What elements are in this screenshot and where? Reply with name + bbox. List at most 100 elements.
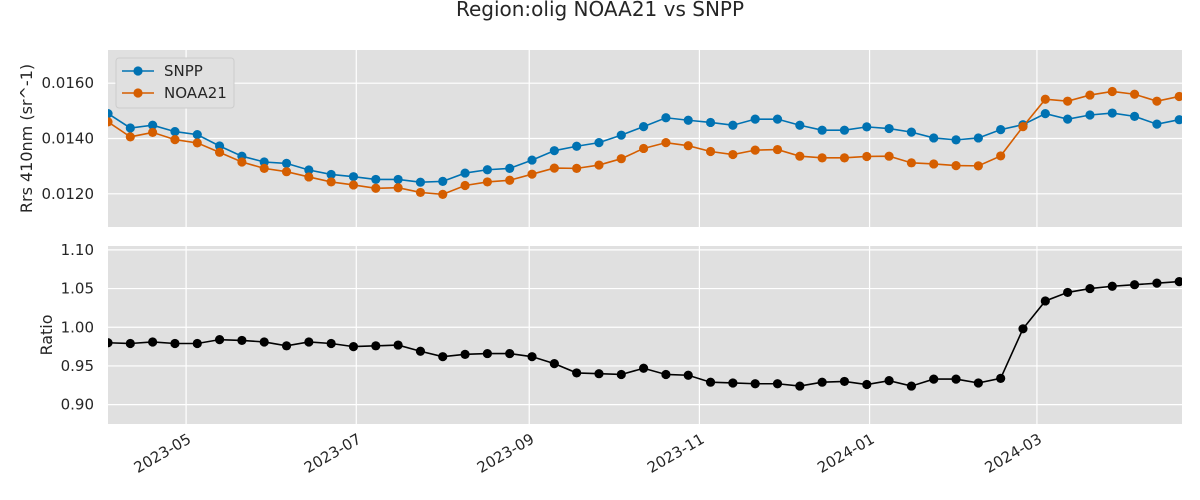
data-point-noaa21	[237, 157, 247, 167]
data-point-snpp	[1129, 111, 1140, 121]
data-point-noaa21	[326, 177, 336, 187]
data-point-snpp	[460, 168, 470, 178]
data-point-noaa21	[393, 183, 403, 193]
data-point-snpp	[259, 157, 269, 167]
data-point-ratio	[1174, 277, 1182, 287]
legend-label-snpp: SNPP	[164, 62, 203, 80]
data-point-noaa21	[683, 141, 693, 151]
data-point-noaa21	[549, 163, 559, 173]
data-point-noaa21	[259, 163, 269, 173]
data-point-noaa21	[862, 151, 872, 162]
data-point-ratio	[906, 381, 917, 391]
data-point-noaa21	[661, 138, 671, 148]
data-point-ratio	[438, 352, 448, 362]
data-point-ratio	[125, 338, 135, 349]
data-point-noaa21	[1107, 86, 1117, 97]
data-point-ratio	[996, 373, 1006, 383]
data-point-ratio	[683, 370, 693, 380]
data-point-snpp	[639, 122, 649, 132]
data-point-snpp	[192, 130, 202, 140]
x-tick-label: 2024-01	[814, 430, 877, 477]
bottom-panel-grid	[108, 246, 1182, 424]
legend-label-noaa21: NOAA21	[164, 84, 227, 102]
data-point-ratio	[281, 341, 292, 351]
data-point-ratio	[415, 346, 426, 356]
data-point-noaa21	[728, 149, 738, 160]
data-point-noaa21	[750, 145, 760, 155]
y-tick-label: 1.05	[61, 280, 94, 298]
bottom-panel-background	[108, 246, 1182, 424]
data-point-ratio	[929, 374, 939, 384]
data-point-ratio	[170, 338, 180, 349]
data-point-noaa21	[1063, 96, 1073, 106]
x-tick-label: 2023-11	[644, 430, 707, 477]
data-point-noaa21	[214, 147, 225, 157]
data-point-snpp	[438, 176, 448, 186]
x-tick-label: 2023-09	[474, 430, 537, 477]
y-tick-label: 0.0120	[42, 185, 95, 203]
data-point-noaa21	[281, 167, 292, 177]
data-point-noaa21	[795, 151, 805, 161]
data-point-snpp	[795, 120, 805, 130]
data-point-noaa21	[1129, 89, 1140, 99]
x-axis-ticks: 2023-05 2023-07 2023-09 2023-11 2024-01 2024-…	[131, 430, 1045, 477]
data-point-snpp	[683, 115, 693, 125]
data-point-ratio	[973, 378, 983, 388]
data-point-noaa21	[772, 144, 783, 155]
legend-swatch-marker	[133, 66, 143, 76]
data-point-snpp	[906, 127, 917, 137]
top-panel-grid	[108, 50, 1182, 227]
data-point-snpp	[996, 125, 1006, 135]
y-tick-label: 0.90	[61, 396, 94, 414]
chart-title: Region:olig NOAA21 vs SNPP	[456, 0, 744, 21]
data-point-ratio	[594, 369, 604, 379]
data-point-noaa21	[906, 158, 917, 168]
data-point-ratio	[549, 359, 559, 369]
data-point-snpp	[348, 172, 359, 182]
y-tick-label: 1.00	[61, 318, 94, 336]
data-point-snpp	[973, 133, 983, 143]
data-point-noaa21	[415, 187, 426, 198]
data-point-ratio	[237, 335, 247, 346]
data-point-ratio	[108, 338, 113, 348]
data-point-ratio	[772, 379, 783, 389]
data-point-noaa21	[1018, 122, 1028, 132]
data-point-snpp	[839, 125, 850, 135]
data-point-noaa21	[594, 160, 604, 170]
legend-swatch-marker	[133, 88, 143, 98]
data-point-ratio	[326, 338, 336, 349]
data-point-ratio	[616, 369, 626, 380]
data-point-ratio	[482, 348, 492, 359]
data-point-snpp	[304, 165, 314, 175]
data-point-snpp	[1174, 115, 1182, 125]
top-panel: 0.0120 0.0140 0.0160 Rrs 410nm (sr^-1) SNP…	[17, 50, 1182, 227]
data-point-snpp	[482, 165, 492, 175]
data-point-noaa21	[192, 138, 202, 148]
data-point-noaa21	[1174, 91, 1182, 102]
data-point-noaa21	[125, 132, 135, 142]
top-panel-y-axis-label: Rrs 410nm (sr^-1)	[17, 64, 36, 213]
data-point-snpp	[281, 158, 292, 168]
data-point-snpp	[505, 163, 515, 173]
data-point-ratio	[795, 381, 805, 391]
data-point-snpp	[170, 126, 180, 137]
data-point-ratio	[884, 376, 894, 386]
data-point-noaa21	[348, 180, 359, 190]
data-point-ratio	[259, 337, 269, 347]
data-point-snpp	[125, 123, 135, 133]
data-point-noaa21	[1152, 96, 1162, 106]
data-point-ratio	[505, 348, 515, 359]
data-point-ratio	[839, 376, 850, 387]
data-point-snpp	[705, 117, 716, 128]
data-point-ratio	[817, 377, 827, 387]
x-tick-label: 2024-03	[982, 430, 1045, 477]
data-point-snpp	[661, 113, 671, 123]
data-point-noaa21	[170, 135, 180, 145]
data-point-ratio	[951, 374, 961, 384]
data-point-ratio	[527, 352, 537, 362]
data-point-noaa21	[304, 172, 314, 182]
data-point-noaa21	[572, 163, 582, 173]
data-point-snpp	[929, 133, 939, 143]
data-point-ratio	[1063, 287, 1073, 298]
data-point-snpp	[415, 177, 426, 187]
